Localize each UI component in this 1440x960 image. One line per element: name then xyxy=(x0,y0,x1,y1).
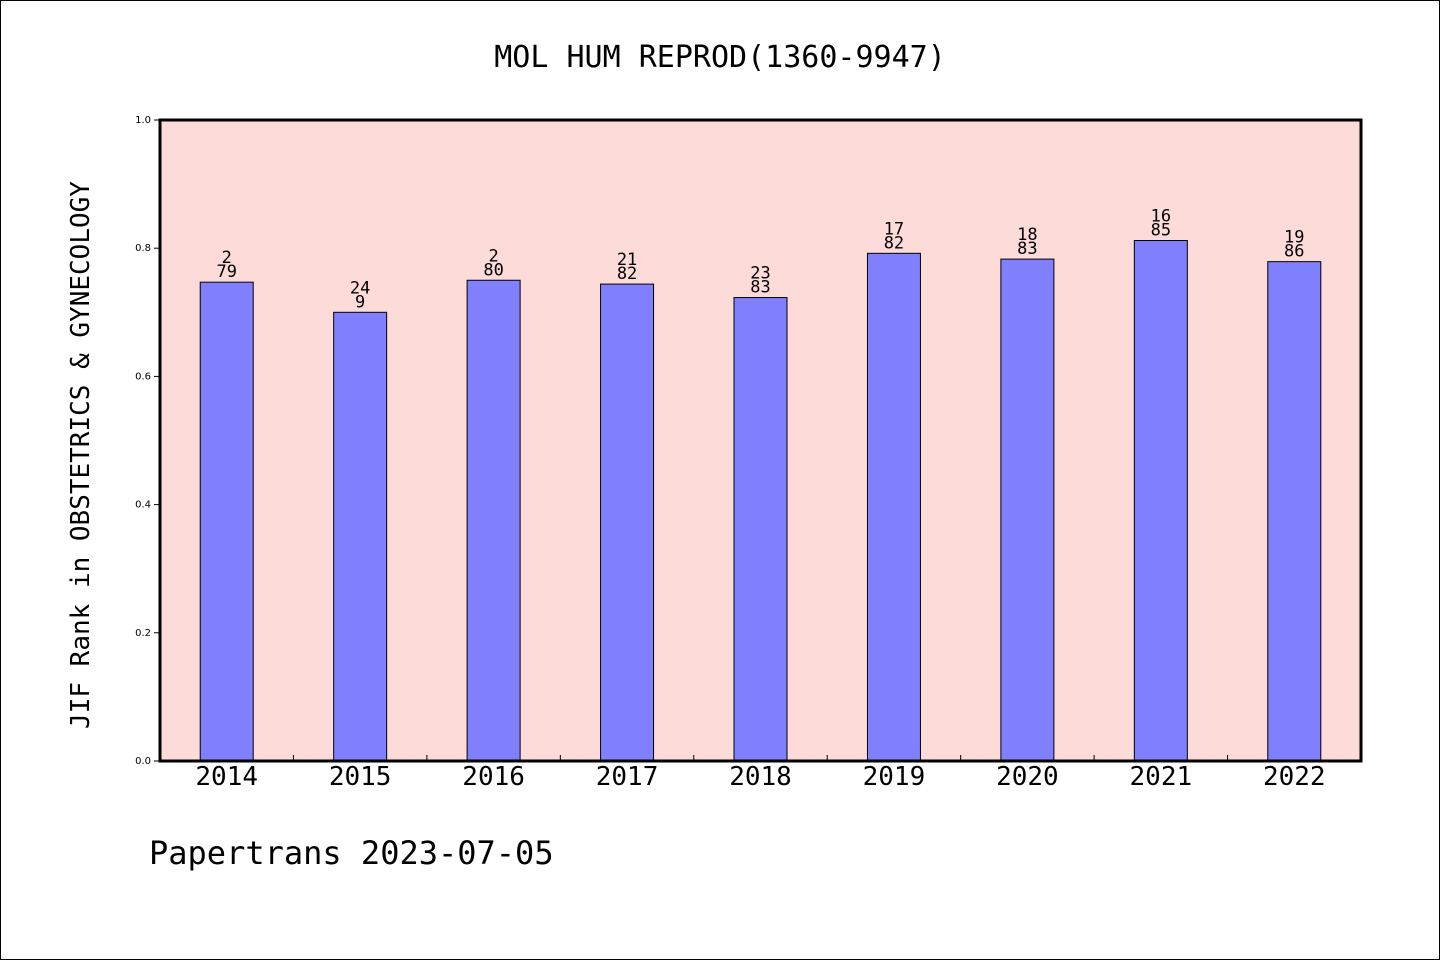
bar-2014 xyxy=(199,281,254,762)
bar-label-2017-rank: 21 xyxy=(617,250,637,270)
bar-label-2018-total: 83 xyxy=(750,278,770,298)
bar-label-2019-rank: 17 xyxy=(884,219,904,239)
bar-label-2020-total: 83 xyxy=(1017,239,1037,259)
bar-label-2022-total: 86 xyxy=(1284,242,1304,262)
bar-label-2021-total: 85 xyxy=(1151,221,1171,241)
y-axis-label: JIF Rank in OBSTETRICS & GYNECOLOGY xyxy=(66,181,96,729)
y-tick-label-0.2: 0.2 xyxy=(135,628,151,639)
x-axis: 2014 2015 2016 2017 2018 2019 2020 2021 2022 xyxy=(195,755,1326,792)
bar-2021 xyxy=(1133,240,1188,762)
x-tick-label-2019: 2019 xyxy=(863,762,926,792)
x-tick-label-2022: 2022 xyxy=(1263,762,1326,792)
x-tick-label-2018: 2018 xyxy=(729,762,792,792)
footer-text: Papertrans 2023-07-05 xyxy=(149,834,554,872)
bar-label-2019-total: 82 xyxy=(884,233,904,253)
bar-2020 xyxy=(1000,258,1055,762)
bar-label-2021-rank: 16 xyxy=(1151,207,1171,227)
bar-label-2018-rank: 23 xyxy=(750,264,770,284)
bar-label-2014-total: 79 xyxy=(216,262,236,282)
y-tick-label-0.6: 0.6 xyxy=(135,371,151,382)
bar-label-2015-rank: 24 xyxy=(350,278,370,298)
y-tick-label-0.8: 0.8 xyxy=(135,243,151,254)
bar-label-2020-rank: 18 xyxy=(1017,225,1037,245)
plot-border xyxy=(158,118,1363,763)
bar-label-2016-rank: 2 xyxy=(488,246,498,266)
y-axis: 0.0 0.2 0.4 0.6 0.8 1.0 xyxy=(135,115,160,767)
bar-2022 xyxy=(1267,261,1322,762)
bar-label-2022-rank: 19 xyxy=(1284,228,1304,248)
bar-label-2015-total: 9 xyxy=(355,292,365,312)
bar-2017 xyxy=(600,283,655,762)
bar-2015 xyxy=(333,311,388,762)
x-tick-label-2020: 2020 xyxy=(996,762,1059,792)
y-tick-label-0.4: 0.4 xyxy=(135,500,151,511)
chart-title: MOL HUM REPROD(1360-9947) xyxy=(494,40,946,75)
bar-2018 xyxy=(733,297,788,762)
x-tick-label-2014: 2014 xyxy=(195,762,258,792)
x-tick-label-2015: 2015 xyxy=(329,762,392,792)
bar-label-2017-total: 82 xyxy=(617,264,637,284)
x-tick-label-2016: 2016 xyxy=(462,762,525,792)
bar-label-2016-total: 80 xyxy=(483,260,503,280)
y-tick-label-1.0: 1.0 xyxy=(135,115,151,126)
bar-2016 xyxy=(466,279,521,762)
bar-label-2014-rank: 2 xyxy=(222,248,232,268)
bar-2019 xyxy=(866,252,921,762)
y-tick-label-0.0: 0.0 xyxy=(135,756,151,767)
x-tick-label-2021: 2021 xyxy=(1130,762,1193,792)
bars-group xyxy=(199,240,1322,762)
x-tick-label-2017: 2017 xyxy=(596,762,659,792)
